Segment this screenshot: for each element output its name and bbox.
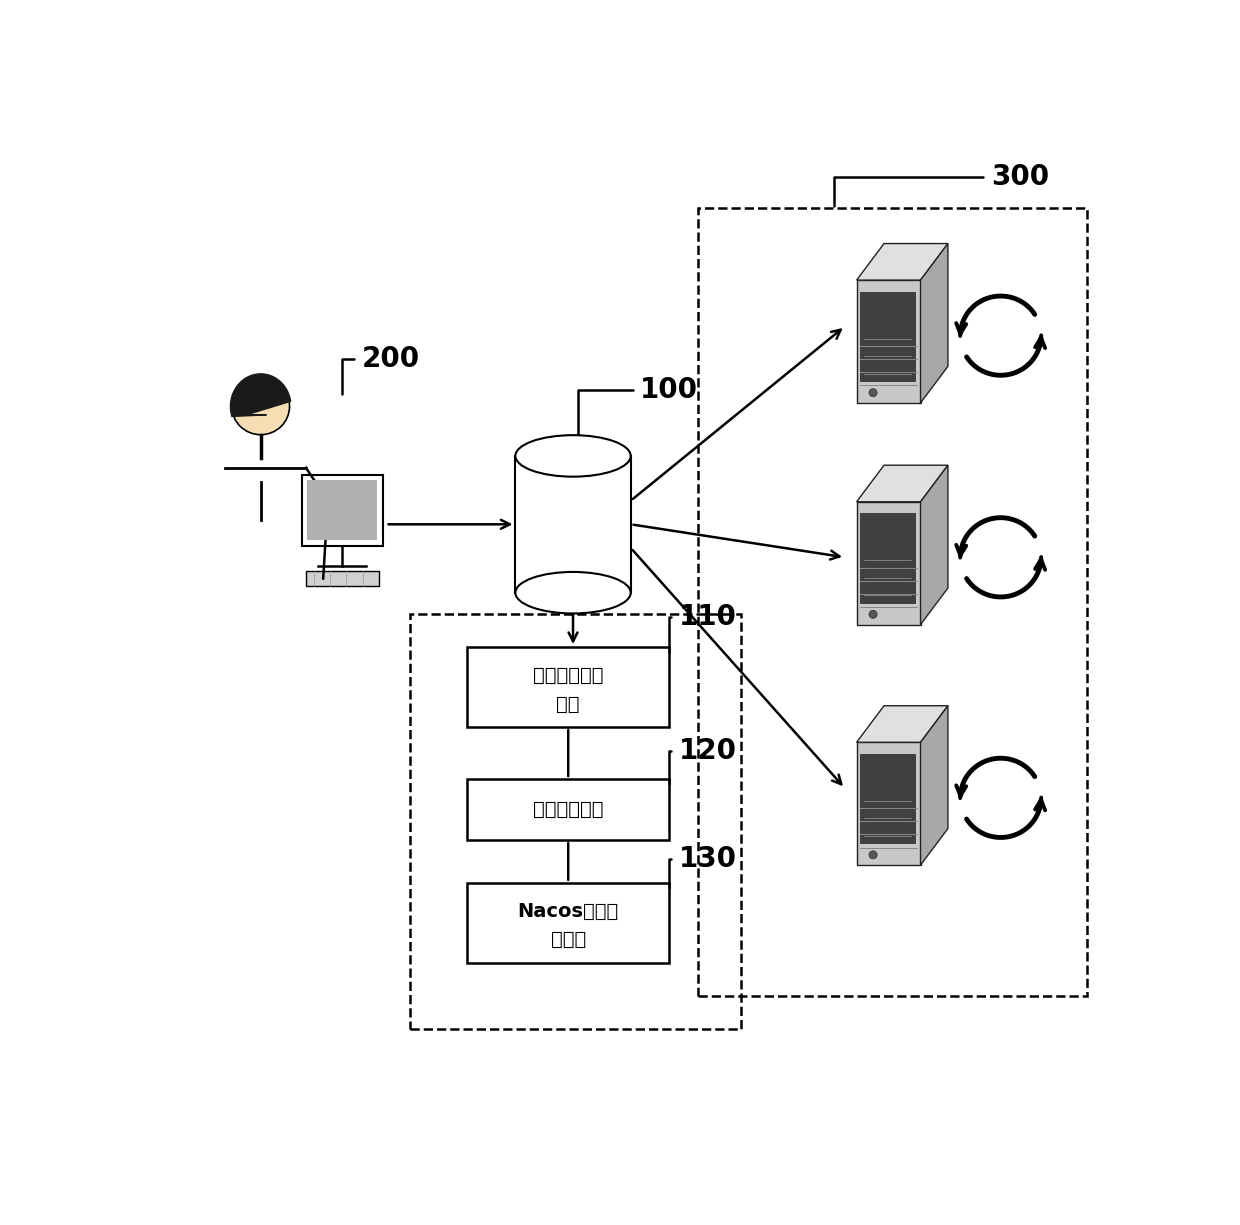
- Bar: [467, 779, 670, 840]
- Text: 110: 110: [678, 603, 737, 631]
- Polygon shape: [920, 244, 947, 403]
- Polygon shape: [231, 374, 290, 417]
- Polygon shape: [861, 753, 915, 843]
- Text: 模块: 模块: [557, 695, 580, 713]
- Polygon shape: [857, 244, 947, 281]
- Text: 100: 100: [640, 376, 698, 404]
- Text: Nacos配置中: Nacos配置中: [517, 902, 619, 921]
- Polygon shape: [857, 706, 947, 742]
- Bar: [467, 647, 670, 728]
- Circle shape: [869, 388, 877, 397]
- Text: 130: 130: [678, 845, 737, 873]
- Bar: [467, 883, 670, 963]
- Polygon shape: [920, 466, 947, 625]
- Bar: [308, 480, 377, 540]
- Text: 200: 200: [362, 345, 419, 374]
- Bar: [516, 456, 631, 593]
- Circle shape: [869, 610, 877, 619]
- Text: 参数获取模块: 参数获取模块: [533, 800, 604, 820]
- Bar: [306, 571, 379, 586]
- Bar: [409, 614, 742, 1029]
- Bar: [301, 475, 383, 545]
- Polygon shape: [861, 513, 915, 603]
- Text: 心模块: 心模块: [551, 930, 585, 949]
- Polygon shape: [857, 466, 947, 502]
- Bar: [698, 208, 1087, 996]
- Ellipse shape: [516, 435, 631, 477]
- Text: 登录请求接收: 登录请求接收: [533, 666, 604, 685]
- Polygon shape: [857, 742, 920, 865]
- Circle shape: [232, 379, 290, 435]
- Polygon shape: [920, 706, 947, 865]
- Text: 300: 300: [991, 163, 1049, 191]
- Polygon shape: [857, 502, 920, 625]
- Ellipse shape: [516, 572, 631, 614]
- Text: 120: 120: [678, 736, 737, 764]
- Polygon shape: [861, 292, 915, 381]
- Circle shape: [869, 851, 877, 859]
- Polygon shape: [857, 281, 920, 403]
